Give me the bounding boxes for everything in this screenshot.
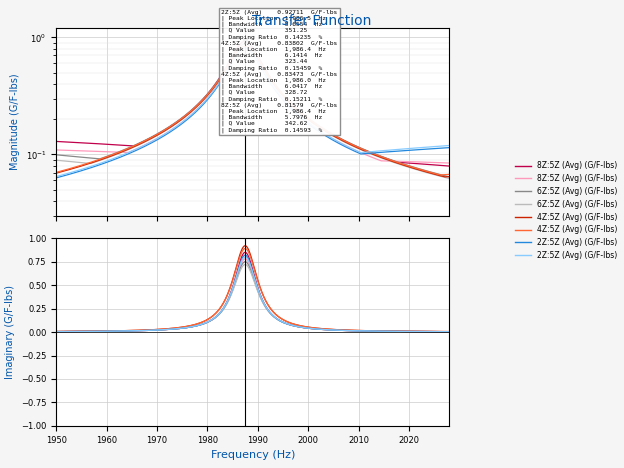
X-axis label: Frequency (Hz): Frequency (Hz): [210, 450, 295, 460]
Y-axis label: Imaginary (G/F-lbs): Imaginary (G/F-lbs): [6, 285, 16, 379]
Legend: 8Z:5Z (Avg) (G/F-lbs), 8Z:5Z (Avg) (G/F-lbs), 6Z:5Z (Avg) (G/F-lbs), 6Z:5Z (Avg): 8Z:5Z (Avg) (G/F-lbs), 8Z:5Z (Avg) (G/F-…: [512, 158, 620, 263]
Y-axis label: Magnitude (G/F-lbs): Magnitude (G/F-lbs): [10, 73, 20, 170]
Text: Transfer Function: Transfer Function: [252, 14, 372, 28]
Text: 2Z:5Z (Avg)    0.92711  G/F-lbs
| Peak Location  1,986.5  Hz
| Bandwidth      5.: 2Z:5Z (Avg) 0.92711 G/F-lbs | Peak Locat…: [222, 9, 338, 133]
